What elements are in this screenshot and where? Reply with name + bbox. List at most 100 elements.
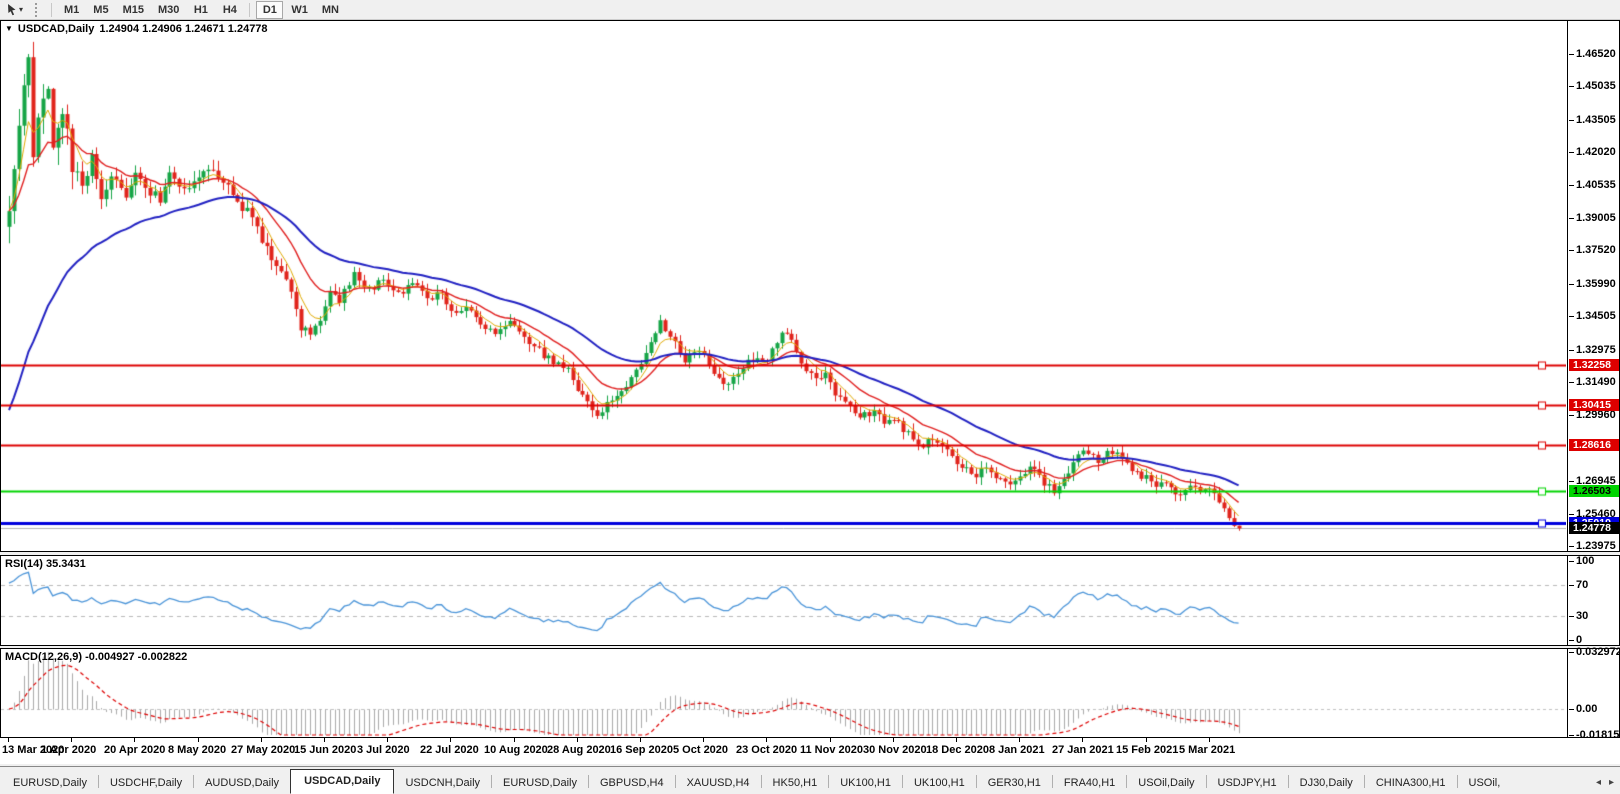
chart-tab-eurusd-daily[interactable]: EURUSD,Daily: [2, 773, 98, 794]
macd-axis-label: 0.00: [1568, 703, 1598, 715]
date-tick: [198, 738, 199, 742]
macd-panel[interactable]: MACD(12,26,9) -0.004927 -0.002822 0.0329…: [0, 646, 1620, 741]
chart-tab-audusd-daily[interactable]: AUDUSD,Daily: [194, 773, 291, 794]
date-tick: [450, 738, 451, 742]
timeframe-button-h1[interactable]: H1: [193, 3, 208, 16]
date-tick: [134, 738, 135, 742]
price-axis-label: 1.31490: [1569, 375, 1616, 388]
hline-price-badge[interactable]: 1.26503: [1569, 484, 1619, 497]
date-tick: [71, 738, 72, 742]
chart-tab-china300-h1[interactable]: CHINA300,H1: [1364, 773, 1457, 794]
date-tick: [1019, 738, 1020, 742]
date-tick: [640, 738, 641, 742]
chart-tab-usdcad-daily[interactable]: USDCAD,Daily: [290, 769, 395, 794]
rsi-axis-label: 70: [1568, 578, 1589, 591]
price-axis-label: 1.39005: [1569, 211, 1616, 224]
date-tick: [324, 738, 325, 742]
tab-separator: [901, 775, 903, 788]
chart-tab-hk50-h1[interactable]: HK50,H1: [761, 773, 829, 794]
chart-tab-fra40-h1[interactable]: FRA40,H1: [1052, 773, 1127, 794]
chart-tab-gbpusd-h4[interactable]: GBPUSD,H4: [589, 773, 675, 794]
price-axis-label: 1.23975: [1569, 539, 1616, 552]
rsi-axis-label: 30: [1568, 610, 1589, 623]
chart-tab-ger30-h1[interactable]: GER30,H1: [976, 773, 1052, 794]
date-tick: [956, 738, 957, 742]
timeframe-button-h4[interactable]: H4: [222, 3, 237, 16]
chart-tab-uk100-h1[interactable]: UK100,H1: [829, 773, 902, 794]
date-axis: 13 Mar 2020 1 Apr 2020 20 Apr 2020 8 May 20…: [0, 738, 1620, 764]
tab-separator: [1287, 775, 1289, 788]
chart-title: ▼ USDCAD,Daily 1.24904 1.24906 1.24671 1…: [5, 23, 268, 35]
chart-tab-usdchf-daily[interactable]: USDCHF,Daily: [98, 773, 194, 794]
hline-price-badge[interactable]: 1.28616: [1569, 438, 1619, 451]
timeframe-button-m1[interactable]: M1: [64, 3, 80, 16]
timeframe-buttons: M1 M5 M15 M30 H1 H4 D1 W1 MN: [46, 0, 346, 20]
chart-tab-usdjpy-h1[interactable]: USDJPY,H1: [1206, 773, 1288, 794]
macd-chart-canvas[interactable]: [1, 649, 1566, 737]
timeframe-button-d1[interactable]: D1: [256, 0, 284, 19]
chart-tab-usdcnh-daily[interactable]: USDCNH,Daily: [394, 773, 492, 794]
date-tick: [766, 738, 767, 742]
date-tick: [261, 738, 262, 742]
chart-tab-usoil-daily[interactable]: USOil,Daily: [1127, 773, 1206, 794]
tab-separator: [1205, 775, 1207, 788]
chart-tab-uk100-h1[interactable]: UK100,H1: [902, 773, 976, 794]
date-label: 10 Aug 2020: [484, 744, 548, 756]
tab-scroll-right-button[interactable]: ▸: [1608, 777, 1614, 788]
candlestick-chart-canvas[interactable]: [1, 21, 1566, 551]
date-label: 3 Jul 2020: [357, 744, 410, 756]
price-axis-label: 1.35990: [1569, 277, 1616, 290]
tab-scroll-left-button[interactable]: ◂: [1595, 777, 1601, 788]
rsi-panel[interactable]: RSI(14) 35.3431 100 70 30 0: [0, 555, 1620, 646]
toolbar-grip[interactable]: [35, 2, 42, 17]
hline-price-badge[interactable]: 1.30415: [1569, 399, 1619, 412]
rsi-chart-canvas[interactable]: [1, 556, 1566, 645]
price-axis-label: 1.37520: [1569, 244, 1616, 257]
chart-tab-xauusd-h4[interactable]: XAUUSD,H4: [675, 773, 761, 794]
price-axis-label: 1.34505: [1569, 310, 1616, 323]
date-tick: [577, 738, 578, 742]
date-label: 5 Oct 2020: [673, 744, 729, 756]
date-tick: [893, 738, 894, 742]
cursor-tool-button[interactable]: ▾: [0, 1, 29, 19]
bid-price-badge: 1.24778: [1569, 522, 1619, 535]
dropdown-caret-icon: ▾: [19, 4, 24, 14]
price-axis-label: 1.26945: [1569, 475, 1616, 488]
tab-separator: [97, 775, 99, 788]
tab-separator: [1456, 775, 1458, 788]
timeframe-button-mn[interactable]: MN: [321, 3, 339, 16]
date-tick: [1082, 738, 1083, 742]
rsi-axis-label: 0: [1568, 634, 1583, 646]
timeframe-button-w1[interactable]: W1: [291, 3, 308, 16]
toolbar-separator: [51, 2, 53, 17]
toolbar-separator: [249, 2, 251, 17]
chart-tab-eurusd-daily[interactable]: EURUSD,Daily: [492, 773, 588, 794]
collapse-arrow-icon[interactable]: ▼: [5, 23, 13, 33]
toolbar: ▾ M1 M5 M15 M30 H1 H4 D1 W1 MN: [0, 0, 1620, 20]
chart-tab-dj30-daily[interactable]: DJ30,Daily: [1288, 773, 1364, 794]
timeframe-button-m30[interactable]: M30: [157, 3, 180, 16]
price-axis-label: 1.42020: [1569, 146, 1616, 159]
date-label: 5 Mar 2021: [1179, 744, 1236, 756]
main-chart-panel[interactable]: ▼ USDCAD,Daily 1.24904 1.24906 1.24671 1…: [0, 20, 1620, 552]
tab-separator: [1126, 775, 1128, 788]
price-axis-label: 1.43505: [1569, 113, 1616, 126]
date-label: 16 Sep 2020: [610, 744, 673, 756]
symbol-title: USDCAD,Daily: [17, 23, 95, 35]
hline-price-badge[interactable]: 1.32258: [1569, 359, 1619, 372]
rsi-axis-label: 100: [1568, 555, 1595, 567]
timeframe-button-m5[interactable]: M5: [93, 3, 109, 16]
date-label: 15 Feb 2021: [1116, 744, 1179, 756]
price-axis-label: 1.29960: [1569, 409, 1616, 422]
timeframe-button-m15[interactable]: M15: [122, 3, 144, 16]
chart-tab-usoil[interactable]: USOil,: [1457, 773, 1512, 794]
date-tick: [703, 738, 704, 742]
tab-separator: [760, 775, 762, 788]
date-label: 8 May 2020: [168, 744, 227, 756]
ohlc-values: 1.24904 1.24906 1.24671 1.24778: [99, 23, 268, 35]
date-label: 27 May 2020: [231, 744, 296, 756]
date-label: 1 Apr 2020: [41, 744, 97, 756]
macd-axis-label: -0.018154: [1569, 729, 1620, 741]
date-label: 15 Jun 2020: [294, 744, 357, 756]
price-axis: 1.46520 1.45035 1.43505 1.42020 1.40535 1.390…: [1567, 21, 1619, 552]
